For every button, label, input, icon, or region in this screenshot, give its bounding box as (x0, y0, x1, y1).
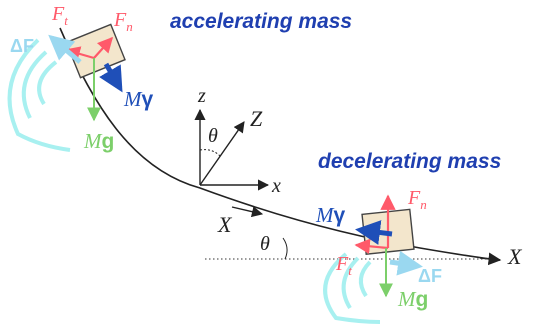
wave-decel-1 (358, 260, 372, 298)
wave-accel-1 (37, 60, 58, 106)
label-axis-X-slope: X (217, 212, 233, 237)
axis-X-arrow (231, 206, 264, 218)
force-deltaf-accel (48, 34, 82, 64)
axis-Z-arrow (199, 121, 245, 186)
title-accelerating: accelerating mass (170, 10, 352, 33)
theta-arc-bottom (282, 237, 288, 260)
label-axis-Z: Z (250, 106, 263, 131)
force-mgamma-decel (355, 220, 393, 245)
label-deltaf-accel: ΔF (10, 36, 34, 56)
force-ft-decel (354, 238, 389, 254)
label-axis-z: z (197, 85, 206, 107)
slope-curve (59, 27, 501, 261)
label-axis-X-end: X (507, 244, 523, 269)
label-deltaf-decel: ΔF (418, 266, 442, 286)
wave-decel-2 (341, 256, 360, 310)
force-mgamma-accel (99, 62, 123, 93)
label-ft-decel: Ft (335, 253, 352, 278)
force-deltaf-decel (389, 250, 423, 276)
force-fn-accel (93, 36, 114, 59)
label-mg-accel: Mg (83, 129, 114, 153)
label-mg-decel: Mg (397, 287, 428, 311)
wave-accel-2 (21, 50, 48, 119)
label-fn-decel: Fn (407, 187, 427, 212)
label-ft-accel: Ft (51, 3, 68, 28)
wave-accel-3 (7, 38, 71, 152)
label-axis-x: x (271, 175, 281, 197)
theta-arc-top (199, 149, 221, 157)
label-theta-bottom: θ (260, 233, 270, 255)
title-decelerating: decelerating mass (318, 150, 501, 173)
label-fn-accel: Fn (113, 9, 133, 34)
label-mgamma-accel: Mγ (123, 87, 154, 111)
wave-decel-3 (323, 252, 381, 324)
label-theta-top: θ (208, 125, 218, 147)
block-accelerating (65, 23, 126, 79)
label-mgamma-decel: Mγ (315, 203, 346, 227)
